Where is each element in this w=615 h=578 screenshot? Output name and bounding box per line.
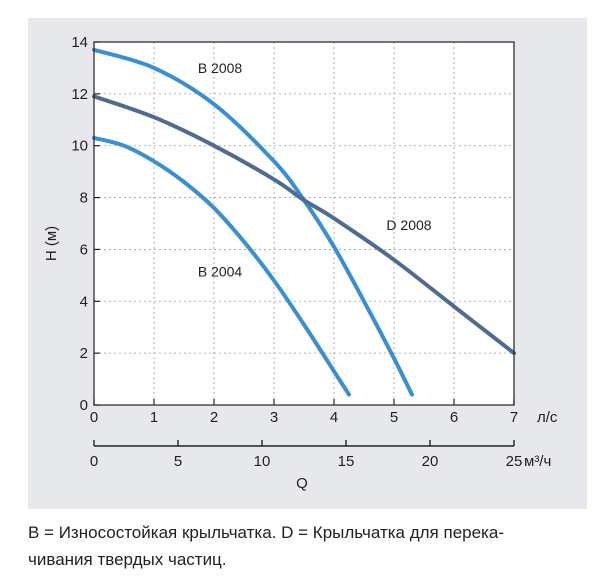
x-tick-label: 2 (210, 409, 218, 426)
x2-tick-label: 0 (90, 453, 98, 470)
x2-tick-label: 15 (338, 453, 355, 470)
chart-panel: 0 2 4 6 8 10 12 14 0 1 2 3 4 5 6 7 л/с 0 5 10 15 20 25 м³/ч Q H (… (28, 18, 587, 509)
series-label-0: B 2008 (198, 60, 243, 76)
chart-caption: B = Износостойкая крыльчатка. D = Крыльч… (28, 519, 593, 573)
x2-unit-label: м³/ч (524, 453, 551, 470)
x2-tick-label: 20 (422, 453, 439, 470)
x-tick-label: 3 (270, 409, 278, 426)
x-tick-label: 0 (90, 409, 98, 426)
x-tick-label: 5 (390, 409, 398, 426)
x2-tick-label: 5 (174, 453, 182, 470)
series-line-2 (92, 135, 351, 397)
y-tick-label: 4 (80, 293, 88, 310)
x-tick-label: 4 (330, 409, 338, 426)
y-tick-label: 14 (71, 34, 88, 51)
x-tick-label: 6 (450, 409, 458, 426)
y-tick-label: 10 (71, 138, 88, 155)
y-tick-label: 12 (71, 86, 88, 103)
y-tick-label: 6 (80, 241, 88, 258)
x-unit-label: л/с (537, 409, 558, 426)
x2-tick-label: 25 (506, 453, 523, 470)
y-axis-title: H (м) (43, 226, 60, 261)
plot-area (94, 42, 514, 405)
caption-line-2: чивания твердых частиц. (28, 550, 227, 569)
caption-line-1: B = Износостойкая крыльчатка. D = Крыльч… (28, 523, 504, 542)
x-tick-label: 7 (510, 409, 518, 426)
series-label-1: D 2008 (386, 217, 431, 233)
y-tick-label: 8 (80, 190, 88, 207)
y-tick-label: 0 (80, 397, 88, 414)
plot-frame (93, 41, 515, 406)
x-tick-label: 1 (150, 409, 158, 426)
y-tick-label: 2 (80, 345, 88, 362)
x2-tick-label: 10 (254, 453, 271, 470)
series-label-2: B 2004 (198, 264, 243, 280)
x-axis-title: Q (296, 475, 308, 492)
series-line-1 (92, 94, 516, 356)
